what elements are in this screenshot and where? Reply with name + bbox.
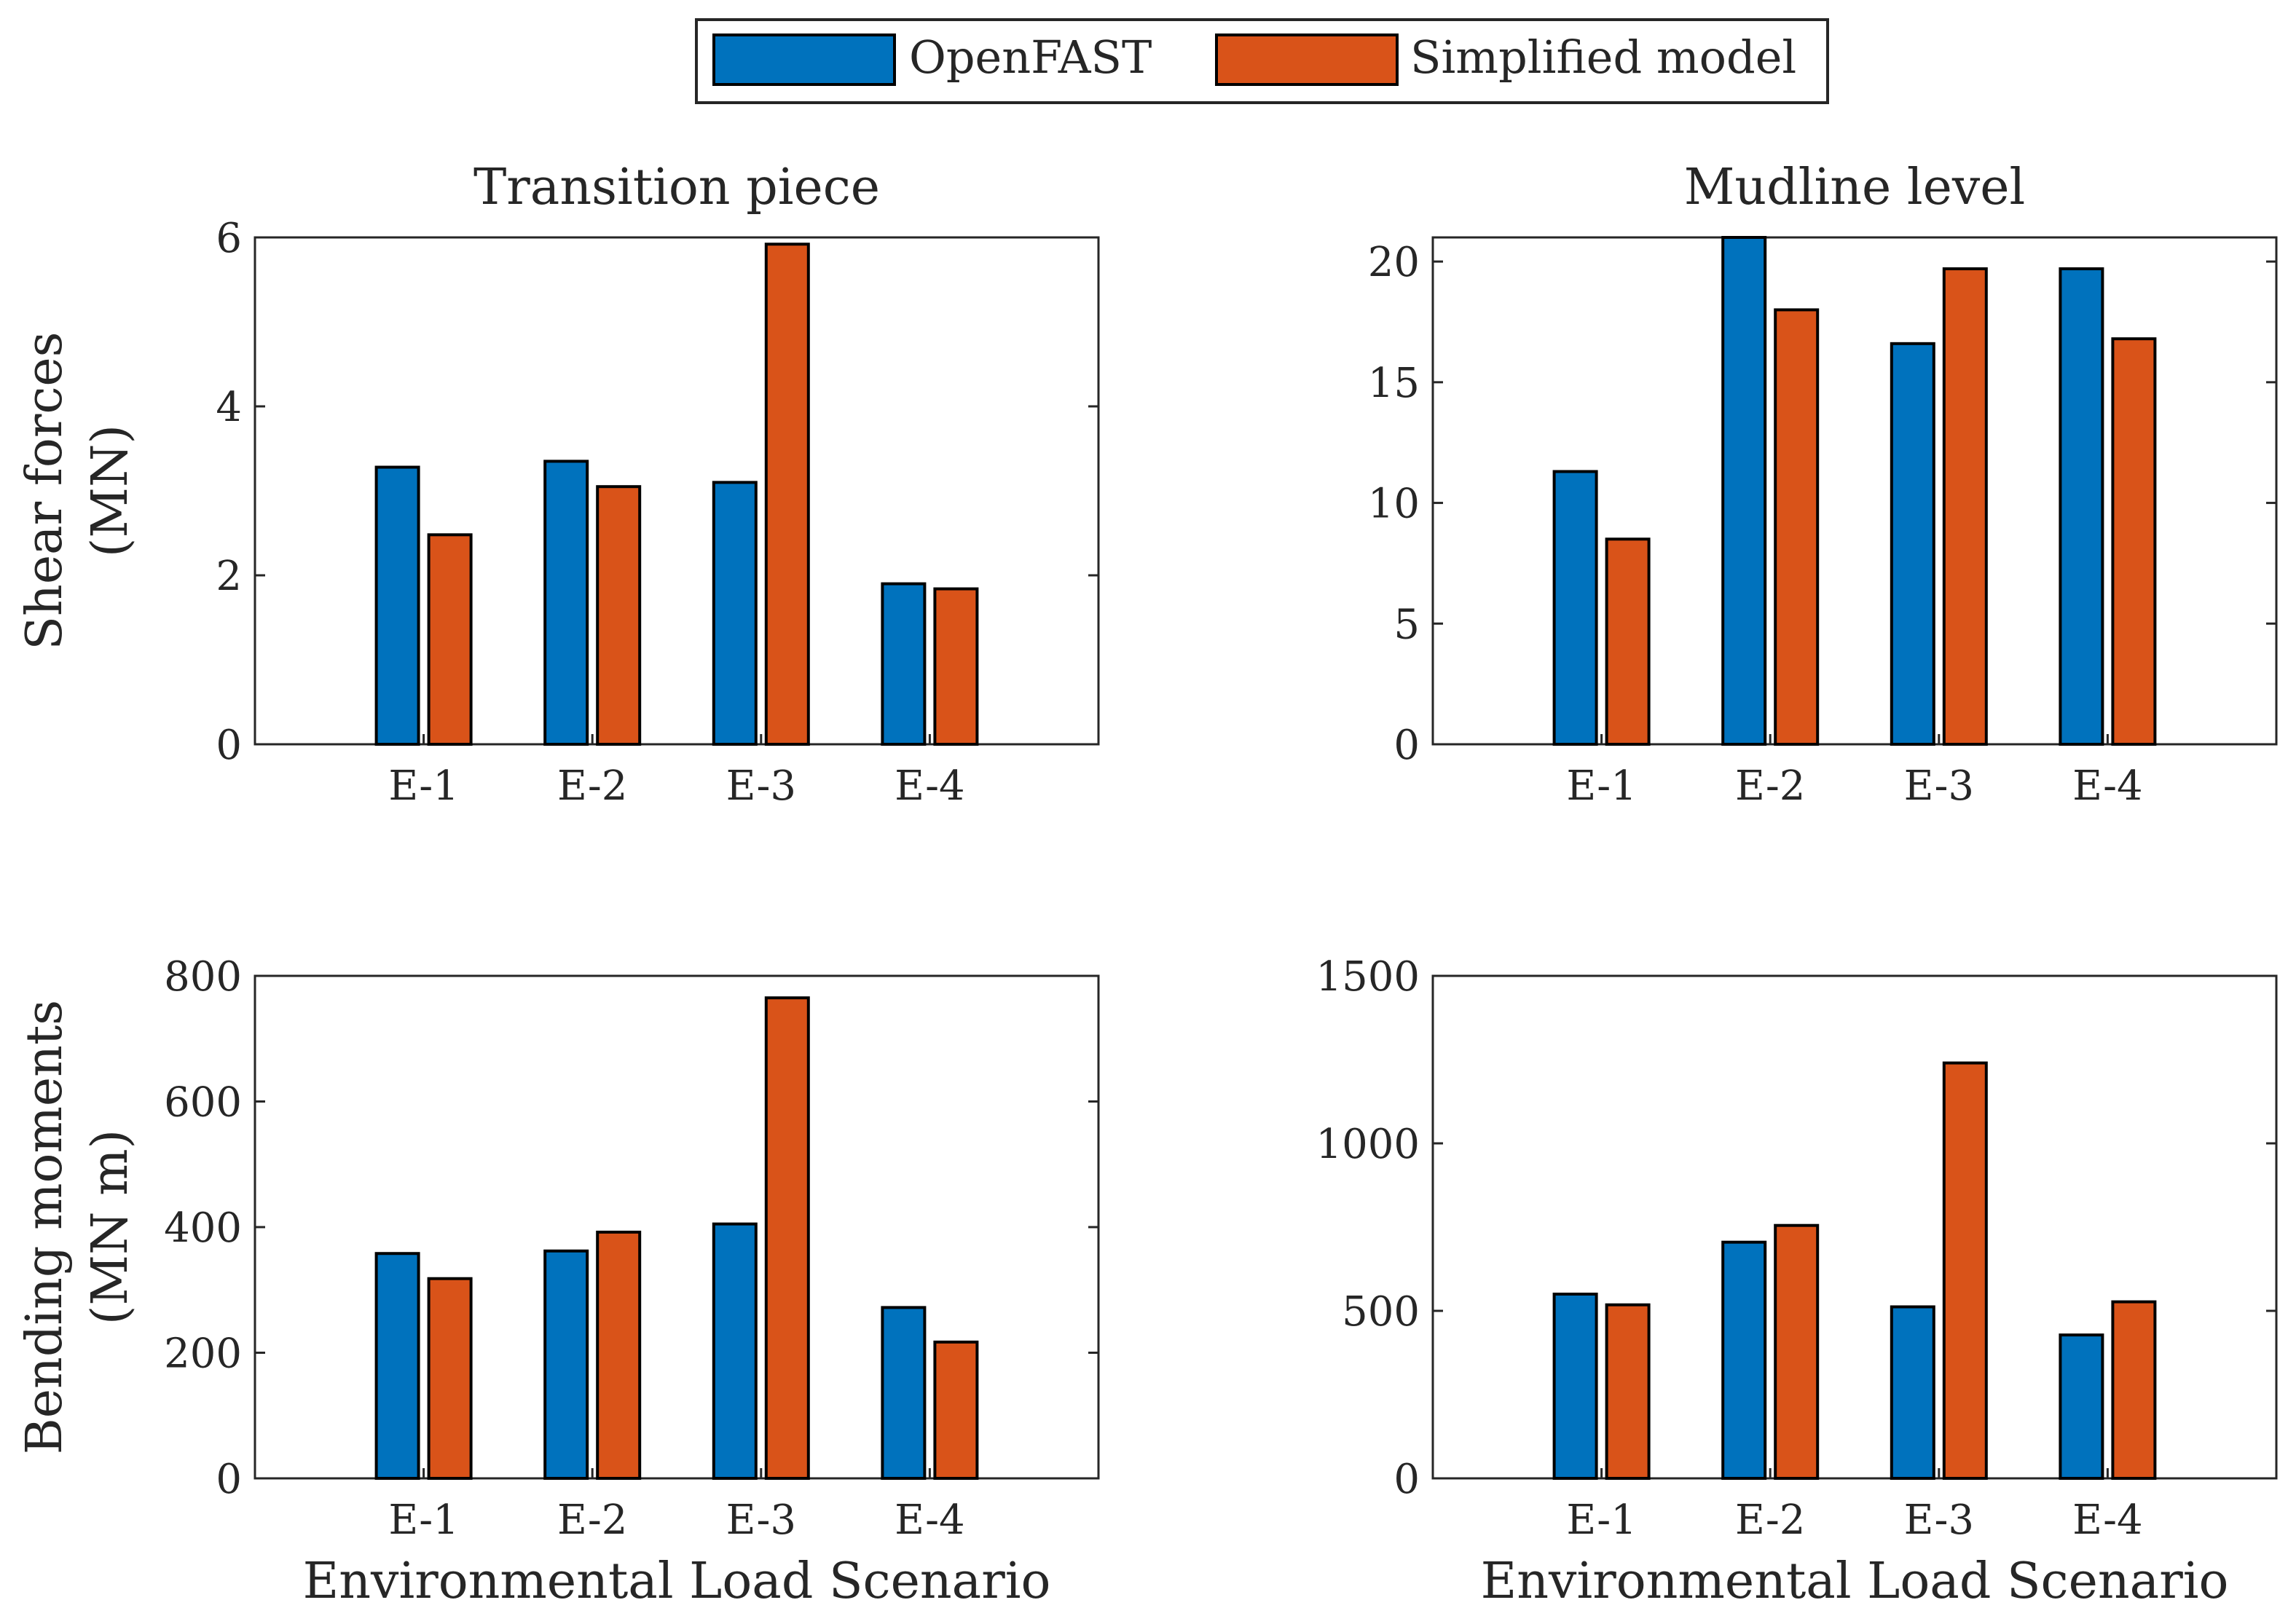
y-tick-label: 0 [216,1456,242,1503]
panel-moment-transition-piece: 0 200 400 600 800 E-1 E-2 E-3 E-4 Environmental L… [16,953,1100,1610]
bar-openfast-e-1 [1552,1293,1598,1480]
panel-shear-mudline: 0 5 10 15 20 E-1 E-2 E-3 E-4 Mudline level [1368,159,2278,810]
bar-openfast-e-3 [712,1222,758,1480]
bar-simplified-e-4 [933,587,979,746]
bar-simplified-e-2 [1774,308,1820,746]
bar-openfast-e-1 [1552,470,1598,746]
x-tick-label: E-4 [2072,1497,2142,1544]
y-tick-label: 600 [164,1079,242,1127]
bar-simplified-e-3 [764,243,810,746]
y-tick-label: 400 [164,1205,242,1252]
x-tick-label: E-2 [557,762,627,810]
y-tick-label: 0 [1393,722,1420,769]
y-tick-label: 6 [216,215,242,262]
x-axis-label: Environmental Load Scenario [303,1553,1051,1610]
bar-openfast-e-3 [1890,1305,1935,1480]
y-tick-label: 15 [1368,360,1420,407]
bar-simplified-e-3 [764,996,810,1480]
x-tick-label: E-4 [2072,762,2142,810]
y-tick-label: 500 [1342,1288,1420,1336]
legend-label-simplified: Simplified model [1410,31,1796,84]
bar-simplified-e-3 [1942,1061,1988,1480]
bar-openfast-e-2 [1721,1240,1767,1480]
bar-simplified-e-1 [427,533,473,746]
panel-title: Mudline level [1684,159,2026,216]
bar-openfast-e-1 [374,465,420,746]
panel-shear-transition-piece: 0 2 4 6 E-1 E-2 E-3 E-4 Transition piece Shear fo… [16,159,1100,810]
bar-openfast-e-2 [1721,236,1767,746]
x-tick-label: E-1 [388,1497,458,1544]
y-axis-label: (MN m) [82,1130,139,1325]
y-tick-label: 1500 [1316,953,1420,1001]
x-tick-label: E-2 [1735,1497,1805,1544]
x-tick-label: E-3 [1904,762,1974,810]
bar-openfast-e-3 [1890,342,1935,746]
bar-simplified-e-1 [1605,1303,1651,1480]
x-axis-label: Environmental Load Scenario [1481,1553,2229,1610]
bar-openfast-e-4 [881,582,927,746]
x-tick-label: E-1 [1566,1497,1636,1544]
y-tick-label: 2 [216,553,242,600]
bar-simplified-e-2 [1774,1223,1820,1480]
y-tick-label: 4 [216,384,242,431]
y-axis-label: Shear forces [16,331,74,650]
y-tick-label: 10 [1368,481,1420,528]
bar-openfast-e-4 [2059,267,2104,746]
y-axis-label: Bending moments [16,1000,74,1454]
bar-simplified-e-4 [933,1340,979,1481]
y-tick-label: 0 [1393,1456,1420,1503]
bar-simplified-e-4 [2111,337,2157,746]
panel-title: Transition piece [473,159,880,216]
y-tick-label: 5 [1393,601,1420,648]
x-tick-label: E-3 [1904,1497,1974,1544]
bar-simplified-e-3 [1942,267,1988,746]
legend: OpenFAST Simplified model [695,18,1829,104]
x-tick-label: E-3 [726,1497,796,1544]
y-axis-label: (MN) [82,425,139,557]
bar-openfast-e-4 [2059,1333,2104,1480]
bar-openfast-e-2 [543,460,589,746]
bar-openfast-e-2 [543,1249,589,1481]
bar-simplified-e-1 [1605,537,1651,746]
bar-simplified-e-1 [427,1277,473,1480]
bar-simplified-e-4 [2111,1300,2157,1480]
bar-simplified-e-2 [596,485,642,746]
x-tick-label: E-3 [726,762,796,810]
bar-simplified-e-2 [596,1230,642,1481]
bar-openfast-e-1 [374,1252,420,1480]
panel-moment-mudline: 0 500 1000 1500 E-1 E-2 E-3 E-4 Environmental Lo… [1316,953,2278,1610]
y-tick-label: 0 [216,722,242,769]
bar-openfast-e-4 [881,1306,927,1481]
x-tick-label: E-1 [1566,762,1636,810]
legend-swatch-simplified [1215,33,1399,86]
x-tick-label: E-2 [557,1497,627,1544]
legend-label-openfast: OpenFAST [909,31,1152,84]
x-tick-label: E-4 [895,762,964,810]
y-tick-label: 1000 [1316,1121,1420,1168]
y-tick-label: 800 [164,953,242,1001]
bar-openfast-e-3 [712,481,758,746]
y-tick-label: 200 [164,1331,242,1378]
y-tick-label: 20 [1368,239,1420,286]
x-tick-label: E-4 [895,1497,964,1544]
x-tick-label: E-1 [388,762,458,810]
legend-swatch-openfast [712,33,896,86]
x-tick-label: E-2 [1735,762,1805,810]
